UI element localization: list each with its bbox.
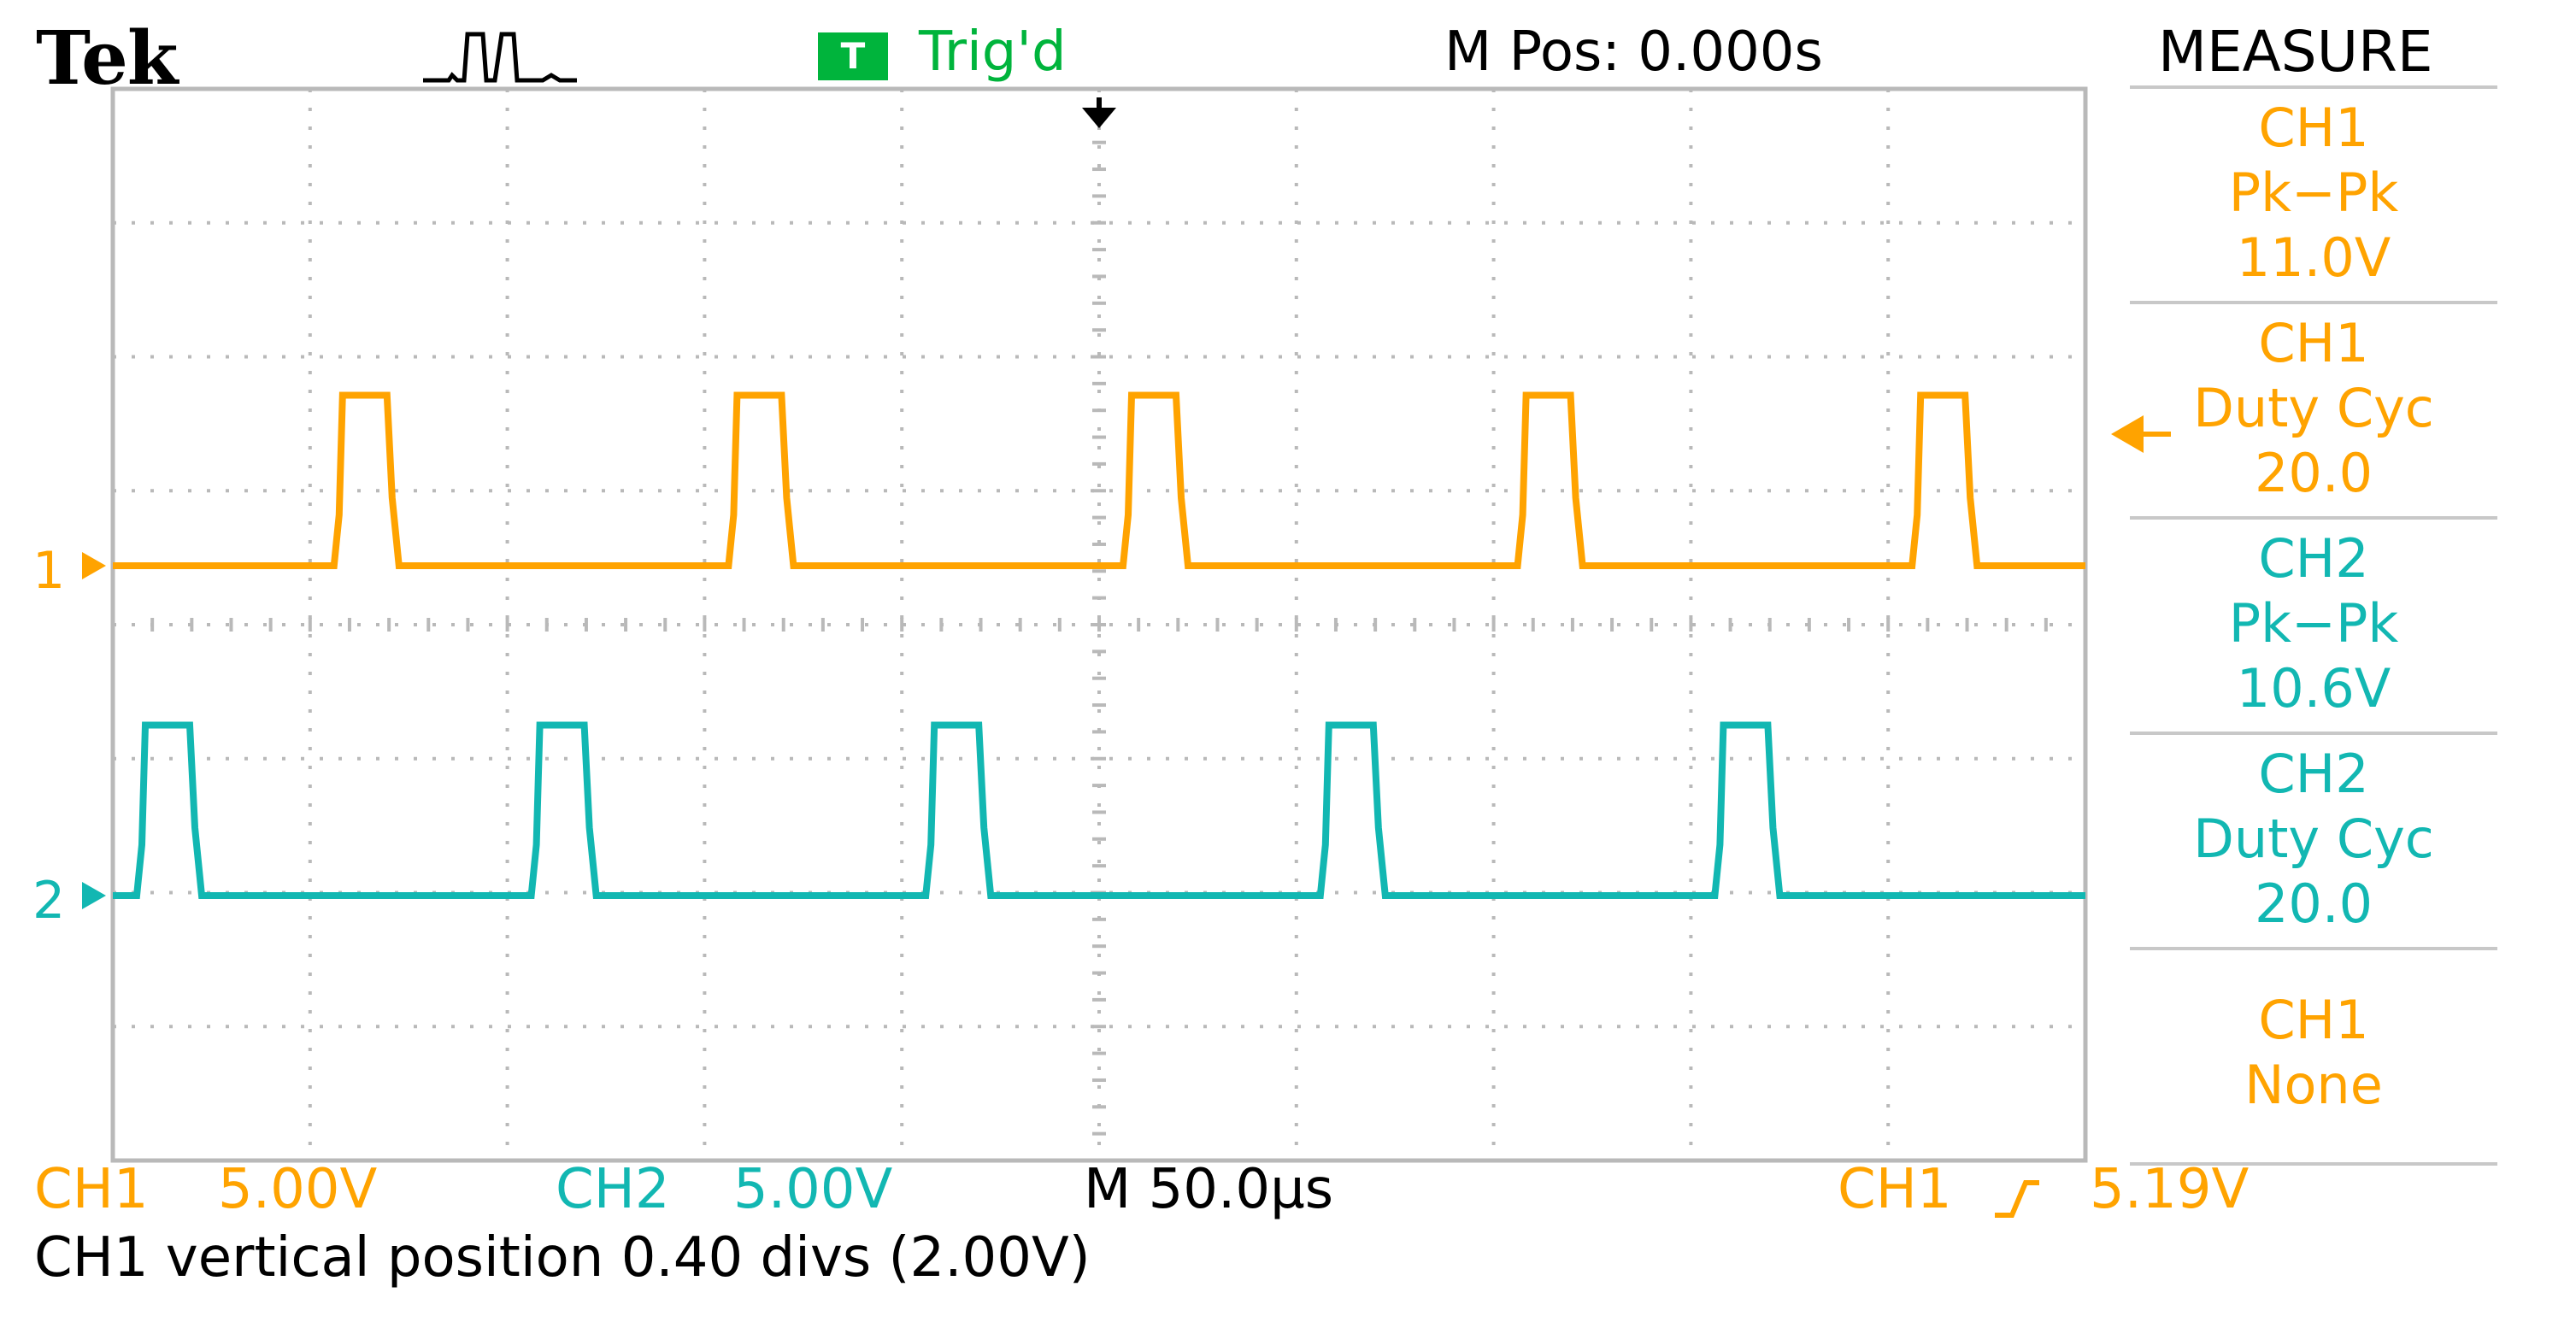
measure-value: 10.6V (2236, 657, 2391, 720)
timebase-readout: M 50.0µs (1084, 1158, 1334, 1221)
measure-slot-5[interactable]: CH1 None (2130, 988, 2497, 1118)
measure-slot-2[interactable]: CH1 Duty Cyc 20.0 (2130, 311, 2497, 506)
ch1-scale-label: CH1 (34, 1158, 149, 1221)
measure-type: Duty Cyc (2193, 377, 2434, 439)
measure-slot-4[interactable]: CH2 Duty Cyc 20.0 (2130, 742, 2497, 937)
channel-1-ground-arrow-icon (82, 552, 106, 579)
trigger-badge: T (818, 32, 888, 80)
measure-source: CH1 (2258, 312, 2369, 374)
ch2-waveform (113, 721, 2085, 899)
main-position-readout: M Pos: 0.000s (1444, 21, 1823, 84)
measure-source: CH2 (2258, 743, 2369, 805)
measure-source: CH1 (2258, 989, 2369, 1051)
ch2-scale-label: CH2 (556, 1158, 670, 1221)
trigger-level: 5.19V (2090, 1158, 2250, 1221)
menu-divider (2130, 947, 2497, 950)
ch2-scale-value: 5.00V (733, 1158, 893, 1221)
measure-type: Pk−Pk (2228, 592, 2399, 655)
ch1-waveform (113, 391, 2085, 569)
measure-value: 11.0V (2236, 226, 2391, 289)
trigger-level-arrow-icon (2111, 415, 2144, 453)
menu-divider (2130, 1162, 2497, 1166)
menu-divider (2130, 301, 2497, 304)
menu-divider (2130, 732, 2497, 735)
measure-type: None (2244, 1054, 2383, 1116)
channel-1-marker-label: 1 (32, 541, 65, 601)
menu-divider (2130, 85, 2497, 89)
measure-type: Pk−Pk (2228, 162, 2399, 224)
channel-2-marker-label: 2 (32, 871, 65, 931)
channel-2-ground-arrow-icon (82, 882, 106, 909)
status-message: CH1 vertical position 0.40 divs (2.00V) (34, 1226, 1091, 1290)
measure-type: Duty Cyc (2193, 808, 2434, 870)
measure-menu-title: MEASURE (2158, 19, 2433, 85)
menu-divider (2130, 516, 2497, 520)
trigger-source: CH1 (1838, 1158, 1952, 1221)
ch1-scale-value: 5.00V (218, 1158, 378, 1221)
measure-slot-1[interactable]: CH1 Pk−Pk 11.0V (2130, 96, 2497, 291)
measure-slot-3[interactable]: CH2 Pk−Pk 10.6V (2130, 526, 2497, 721)
measure-source: CH2 (2258, 527, 2369, 590)
acquisition-waveform-icon (423, 32, 577, 83)
measure-source: CH1 (2258, 97, 2369, 159)
trigger-status: Trig'd (919, 21, 1067, 84)
measure-value: 20.0 (2254, 442, 2373, 504)
measure-value: 20.0 (2254, 873, 2373, 935)
rising-edge-icon (1995, 1180, 2039, 1218)
